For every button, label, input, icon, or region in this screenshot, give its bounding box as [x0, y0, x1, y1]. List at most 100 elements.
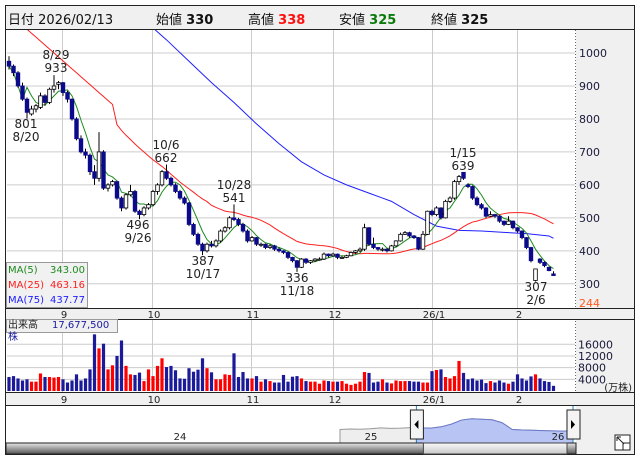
volume-bar — [506, 383, 511, 391]
candle-up — [357, 248, 363, 252]
price-tick-label: 500 — [579, 212, 600, 225]
candle-down — [429, 210, 435, 215]
month-label: 26/1 — [423, 310, 445, 321]
volume-bar — [551, 385, 556, 391]
candle-up — [353, 250, 358, 253]
axis-background — [576, 30, 634, 454]
volume-bar — [520, 378, 524, 391]
candle-down — [407, 232, 412, 237]
candle-up — [56, 82, 61, 85]
volume-bar — [56, 376, 61, 391]
volume-bar — [209, 372, 214, 391]
candle-down — [42, 95, 48, 103]
scrollbar-thumb[interactable] — [422, 442, 568, 455]
volume-bar — [376, 381, 380, 391]
resize-icon-inner — [622, 442, 631, 451]
resize-icon-arrow — [616, 436, 625, 445]
ma-legend: MA(5) 343.00 MA(25) 463.16 MA(75) 437.77 — [6, 262, 88, 308]
volume-bar — [425, 382, 430, 391]
volume-bar — [272, 382, 277, 391]
candle-up — [344, 255, 349, 258]
price-min-label: 244 — [579, 297, 600, 310]
price-tick-label: 300 — [579, 278, 600, 291]
candle-down — [65, 92, 70, 100]
candle-up — [321, 253, 327, 260]
open-value: 330 — [186, 13, 214, 28]
candle-down — [209, 243, 214, 247]
volume-bar — [299, 378, 304, 391]
candle-down — [186, 202, 192, 225]
volume-legend: 出来高 17,677,500株 — [6, 319, 118, 343]
candle-up — [258, 243, 264, 246]
volume-bar — [38, 373, 43, 391]
volume-bar — [11, 376, 16, 391]
volume-bar — [457, 360, 461, 391]
volume-bar — [160, 358, 164, 391]
high-label: 高値 — [248, 13, 275, 28]
low-label: 安値 — [339, 13, 366, 28]
month-label: 26/1 — [423, 395, 445, 406]
volume-bar — [295, 376, 299, 391]
month-label: 11 — [247, 395, 260, 406]
annotation-low-820: 801 8/20 — [12, 117, 40, 144]
navigator-year-label: 24 — [174, 432, 187, 443]
volume-tick-label: 12000 — [578, 350, 613, 363]
volume-bar — [277, 382, 281, 391]
volume-bar — [344, 383, 349, 391]
volume-bar — [115, 355, 119, 391]
volume-bar — [533, 374, 538, 391]
month-label: 10 — [148, 310, 161, 321]
candle-down — [240, 224, 246, 232]
volume-bar — [466, 379, 470, 391]
volume-bar — [83, 378, 88, 391]
volume-bar — [34, 381, 38, 391]
volume-bar — [254, 376, 259, 391]
scrollbar-track[interactable] — [5, 442, 577, 455]
candle-up — [213, 240, 219, 247]
candle-up — [249, 237, 255, 242]
volume-bar — [29, 381, 34, 391]
candle-up — [155, 184, 160, 192]
volume-bar — [385, 382, 389, 391]
price-tick-label: 700 — [579, 146, 600, 159]
candle-up — [51, 85, 57, 90]
candle-up — [105, 184, 111, 189]
resize-icon[interactable] — [614, 434, 631, 451]
volume-bar — [178, 378, 182, 391]
candle-down — [546, 266, 552, 272]
candle-down — [245, 230, 250, 242]
candle-up — [96, 151, 102, 179]
month-label: 9 — [61, 395, 67, 406]
chevron-right-icon — [571, 420, 575, 429]
volume-bar — [142, 381, 146, 391]
volume-bar — [470, 378, 475, 391]
annotation-high-829: 8/29 933 — [42, 48, 70, 75]
volume-bar — [394, 380, 398, 391]
navigator-year-label: 25 — [365, 432, 378, 443]
volume-bar — [227, 374, 232, 391]
volume-bar — [326, 381, 331, 391]
candle-down — [6, 60, 12, 67]
volume-bar — [151, 376, 155, 391]
candle-down — [83, 151, 88, 156]
candle-down — [303, 258, 309, 263]
candle-up — [123, 194, 129, 209]
volume-bar — [461, 372, 466, 391]
candle-down — [551, 273, 556, 276]
volume-bar — [515, 374, 520, 391]
month-label: 2 — [516, 310, 522, 321]
volume-bar — [430, 371, 434, 391]
volume-bar — [250, 378, 254, 391]
volume-bar — [128, 374, 133, 391]
volume-bar — [479, 379, 484, 391]
candle-down — [537, 258, 543, 263]
candle-down — [78, 138, 84, 153]
month-label: 2 — [516, 395, 522, 406]
ma25-legend: MA(25) 463.16 — [8, 280, 85, 291]
candle-down — [74, 118, 79, 140]
candle-up — [128, 191, 133, 196]
volume-bar — [389, 383, 394, 391]
annotation-high-115: 1/15 639 — [449, 146, 477, 173]
candle-down — [375, 247, 381, 250]
